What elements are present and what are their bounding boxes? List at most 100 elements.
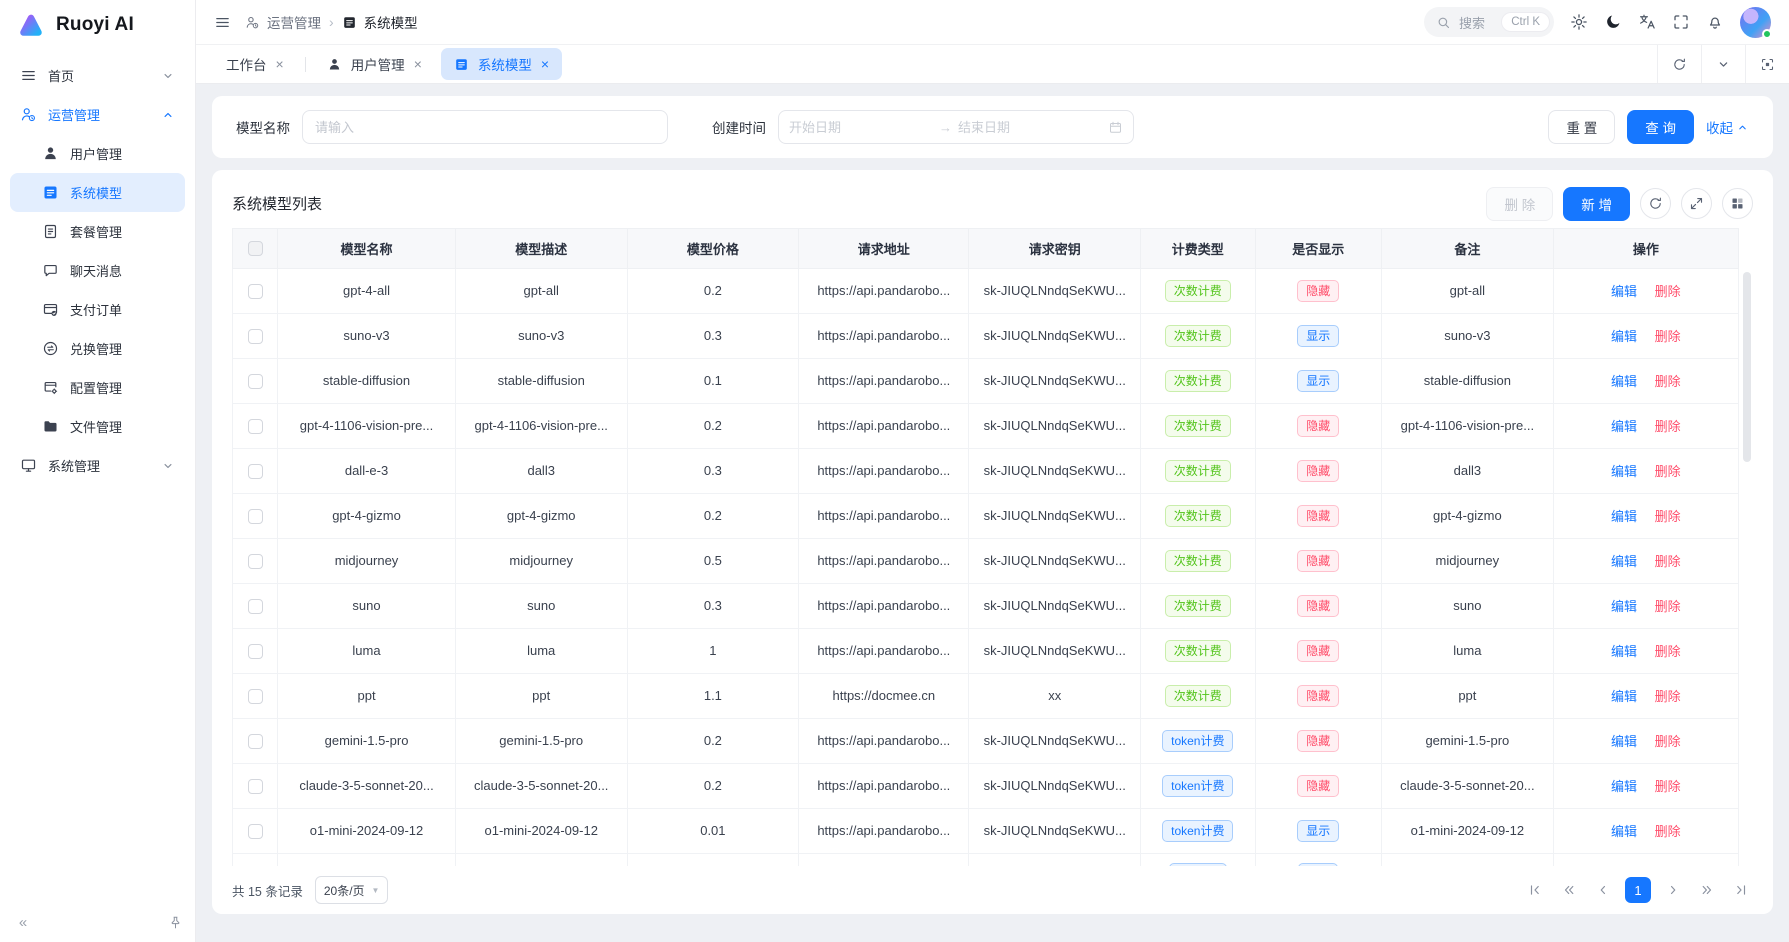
breadcrumb-item-operations[interactable]: 运营管理	[245, 12, 321, 32]
row-checkbox[interactable]	[247, 733, 263, 749]
row-checkbox[interactable]	[247, 688, 263, 704]
cell-request-url: https://docmee.cn	[798, 672, 970, 719]
date-range-picker[interactable]: →	[778, 110, 1134, 144]
settings-button[interactable]	[1570, 13, 1588, 31]
query-button[interactable]: 查 询	[1627, 110, 1694, 144]
global-search[interactable]: 搜索 Ctrl K	[1424, 7, 1554, 37]
delete-link[interactable]: 删除	[1654, 509, 1681, 525]
edit-link[interactable]: 编辑	[1611, 464, 1638, 480]
row-checkbox[interactable]	[247, 463, 263, 479]
hamburger-icon[interactable]	[214, 14, 231, 31]
edit-link[interactable]: 编辑	[1611, 284, 1638, 300]
sidebar-item-payment-orders[interactable]: 支付订单	[10, 290, 185, 329]
delete-link[interactable]: 删除	[1654, 689, 1681, 705]
billing-type-badge	[1168, 863, 1227, 867]
column-settings-button[interactable]	[1722, 188, 1753, 220]
edit-link[interactable]: 编辑	[1611, 374, 1638, 390]
delete-link[interactable]: 删除	[1654, 374, 1681, 390]
tab-menu-button[interactable]	[1701, 45, 1745, 83]
pin-icon[interactable]	[168, 915, 183, 930]
delete-link[interactable]: 删除	[1654, 419, 1681, 435]
current-page-button[interactable]: 1	[1625, 877, 1651, 904]
delete-link[interactable]: 删除	[1654, 779, 1681, 795]
edit-link[interactable]: 编辑	[1611, 689, 1638, 705]
sidebar-item-operations[interactable]: 运营管理	[10, 95, 185, 134]
expand-table-button[interactable]	[1681, 188, 1712, 220]
edit-link[interactable]: 编辑	[1611, 734, 1638, 750]
close-icon[interactable]: ×	[540, 56, 550, 72]
sidebar-collapse-button[interactable]: «	[18, 913, 28, 931]
sidebar-item-system-models[interactable]: 系统模型	[10, 173, 185, 212]
refresh-table-button[interactable]	[1640, 188, 1671, 220]
delete-link[interactable]: 删除	[1654, 284, 1681, 300]
reset-button[interactable]: 重 置	[1548, 110, 1616, 144]
fullscreen-button[interactable]	[1672, 13, 1690, 31]
close-icon[interactable]: ×	[275, 56, 284, 72]
edit-link[interactable]: 编辑	[1611, 419, 1638, 435]
user-avatar[interactable]	[1740, 6, 1772, 39]
delete-link[interactable]: 删除	[1654, 824, 1681, 840]
dark-mode-button[interactable]	[1604, 13, 1622, 31]
start-date-input[interactable]	[789, 119, 933, 135]
delete-link[interactable]: 删除	[1654, 734, 1681, 750]
cell-remark: gemini-1.5-pro	[1381, 717, 1554, 764]
delete-link[interactable]: 删除	[1654, 464, 1681, 480]
row-checkbox[interactable]	[247, 328, 263, 344]
delete-button[interactable]: 删 除	[1486, 186, 1554, 221]
add-button[interactable]: 新 增	[1563, 186, 1630, 221]
end-date-input[interactable]	[958, 119, 1102, 135]
prev-page-button[interactable]	[1591, 878, 1615, 902]
row-checkbox[interactable]	[247, 373, 263, 389]
cell-model-desc: stable-diffusion	[454, 357, 628, 404]
sidebar-item-chat-messages[interactable]: 聊天消息	[10, 251, 185, 290]
row-checkbox[interactable]	[247, 508, 263, 524]
language-button[interactable]	[1638, 13, 1656, 31]
sidebar-item-user-management[interactable]: 用户管理	[10, 134, 185, 173]
sidebar-item-packages[interactable]: 套餐管理	[10, 212, 185, 251]
user-icon	[42, 145, 59, 162]
prev-5-pages-button[interactable]	[1557, 878, 1581, 902]
edit-link[interactable]: 编辑	[1611, 644, 1638, 660]
row-checkbox[interactable]	[247, 283, 263, 299]
edit-link[interactable]: 编辑	[1611, 509, 1638, 525]
sidebar-item-home[interactable]: 首页	[10, 56, 185, 95]
table-scrollbar-thumb[interactable]	[1743, 271, 1751, 462]
last-page-button[interactable]	[1729, 878, 1753, 902]
tab-workbench[interactable]: 工作台 ×	[213, 48, 297, 80]
sidebar-item-system-management[interactable]: 系统管理	[10, 446, 185, 485]
row-checkbox[interactable]	[247, 598, 263, 614]
delete-link[interactable]: 删除	[1654, 599, 1681, 615]
next-5-pages-button[interactable]	[1695, 878, 1719, 902]
row-checkbox[interactable]	[247, 823, 263, 839]
notifications-button[interactable]	[1706, 13, 1724, 31]
first-page-button[interactable]	[1523, 878, 1547, 902]
select-all-checkbox[interactable]	[247, 241, 263, 257]
refresh-tab-button[interactable]	[1657, 45, 1701, 83]
edit-link[interactable]: 编辑	[1611, 554, 1638, 570]
page-size-select[interactable]: 20条/页 ▼	[314, 876, 389, 905]
row-checkbox[interactable]	[247, 418, 263, 434]
tab-system-models[interactable]: 系统模型 ×	[440, 48, 563, 80]
breadcrumb-item-system-models[interactable]: 系统模型	[342, 12, 418, 32]
sidebar-item-configuration[interactable]: 配置管理	[10, 368, 185, 407]
edit-link[interactable]: 编辑	[1611, 824, 1638, 840]
close-icon[interactable]: ×	[413, 56, 422, 72]
edit-link[interactable]: 编辑	[1611, 599, 1638, 615]
edit-link[interactable]: 编辑	[1611, 329, 1638, 345]
sidebar-item-files[interactable]: 文件管理	[10, 407, 185, 446]
edit-link[interactable]: 编辑	[1611, 779, 1638, 795]
next-page-button[interactable]	[1661, 878, 1685, 902]
delete-link[interactable]: 删除	[1654, 329, 1681, 345]
delete-link[interactable]: 删除	[1654, 554, 1681, 570]
collapse-filter-link[interactable]: 收起	[1706, 117, 1749, 137]
row-checkbox[interactable]	[247, 643, 263, 659]
sidebar-item-label: 文件管理	[70, 420, 123, 435]
tab-user-management[interactable]: 用户管理 ×	[314, 48, 435, 80]
sidebar-item-redeem[interactable]: 兑换管理	[10, 329, 185, 368]
row-checkbox[interactable]	[247, 553, 263, 569]
delete-link[interactable]: 删除	[1654, 644, 1681, 660]
model-name-input[interactable]	[302, 110, 668, 144]
cell-model-price: 0.2	[626, 762, 800, 809]
row-checkbox[interactable]	[247, 778, 263, 794]
maximize-content-button[interactable]	[1745, 45, 1789, 83]
